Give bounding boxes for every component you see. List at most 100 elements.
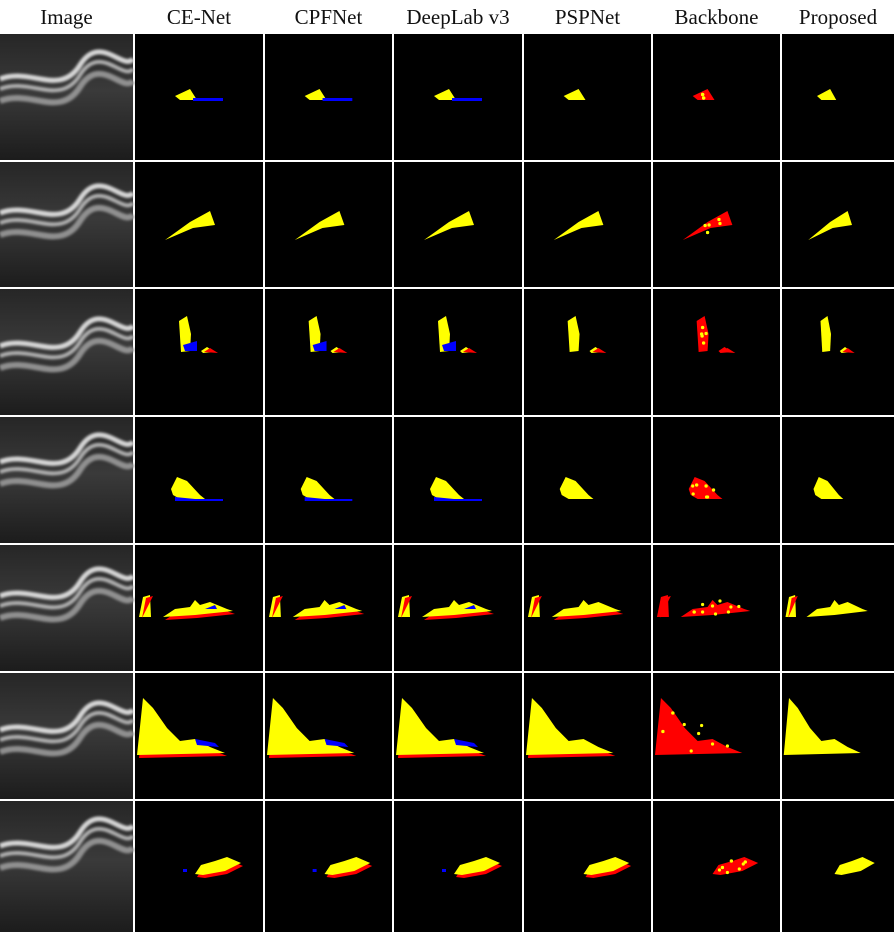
segment-yellow [583, 857, 630, 875]
segment-yellow [813, 477, 844, 499]
segment-yellow-spot [689, 749, 693, 753]
segment-yellow-spot [701, 92, 705, 97]
retina-band [0, 453, 136, 489]
segment-yellow-spot [702, 96, 706, 100]
segment-small-edge [530, 596, 542, 618]
segment-yellow [171, 477, 205, 499]
segment-yellow-spot [737, 867, 741, 871]
segment-blue [312, 869, 317, 872]
segment-yellow [820, 316, 831, 352]
segment-yellow-spot [701, 610, 705, 614]
segment-yellow [179, 316, 191, 352]
segment-yellow [551, 600, 622, 617]
segment-yellow [165, 211, 215, 240]
segmentation-map [135, 34, 263, 160]
segment-yellow [808, 211, 852, 240]
segmentation-map [524, 34, 651, 160]
segment-yellow [806, 600, 868, 617]
segment-blue [324, 739, 349, 747]
segment-yellow [438, 316, 450, 352]
column-header: CPFNet [295, 5, 363, 29]
retina-band [0, 816, 135, 850]
segment-yellow-spot [711, 488, 716, 492]
segment-yellow [567, 316, 580, 352]
segment-yellow [294, 211, 345, 240]
segment-red [654, 698, 743, 755]
segment-yellow-spot [704, 484, 708, 488]
retina-layers [0, 49, 136, 106]
retina-band [0, 193, 135, 227]
segment-yellow-spot [725, 744, 730, 748]
segment-yellow-spot [691, 492, 695, 496]
retina-band [0, 204, 136, 240]
segment-yellow [430, 477, 464, 499]
column-header: CE-Net [167, 5, 231, 29]
retina-layers [0, 700, 136, 757]
retina-layers [0, 432, 136, 489]
segment-yellow-spot [704, 331, 708, 336]
segment-small-edge [842, 348, 855, 353]
segment-blue [442, 869, 446, 872]
segment-yellow-spot [725, 870, 730, 875]
segment-yellow-spot [718, 599, 722, 603]
segment-small-edge [659, 596, 671, 618]
retina-band [0, 432, 135, 466]
segment-small-edge [401, 596, 412, 618]
retina-band [0, 710, 135, 744]
segment-yellow-spot [743, 860, 747, 864]
retina-band [0, 576, 135, 610]
segment-blue [195, 739, 219, 747]
segment-yellow-spot [704, 495, 709, 499]
segment-yellow-spot [726, 610, 731, 614]
retina-band [0, 183, 135, 217]
segment-yellow [834, 857, 875, 875]
segment-yellow-spot [695, 483, 699, 487]
segment-yellow-spot [720, 865, 725, 870]
segment-blue [312, 341, 327, 351]
segmentation-map [265, 34, 392, 160]
retina-layers [0, 816, 136, 873]
segmentation-map [265, 417, 392, 543]
segment-yellow [304, 89, 327, 100]
retina-band [0, 337, 136, 373]
segment-yellow [266, 698, 355, 755]
segmentation-map [265, 801, 392, 932]
segment-small-edge [463, 348, 477, 353]
segment-yellow [783, 698, 861, 755]
retina-band [0, 566, 135, 600]
segment-yellow-spot [737, 604, 741, 609]
segment-yellow-spot [729, 859, 733, 863]
segment-yellow-spot [717, 217, 721, 222]
segment-yellow-spot [682, 722, 686, 727]
segment-yellow [559, 477, 594, 499]
segment-yellow [137, 698, 225, 755]
segment-yellow [324, 857, 371, 875]
segment-blue [442, 341, 456, 351]
segment-yellow-spot [691, 484, 695, 488]
segment-blue [193, 98, 223, 101]
column-header: Image [40, 5, 92, 29]
segment-yellow [195, 857, 241, 875]
segment-blue [454, 739, 478, 747]
segment-yellow [422, 600, 492, 617]
retina-band [0, 826, 135, 860]
retina-band [0, 49, 135, 83]
segment-yellow-spot [701, 602, 705, 607]
segment-yellow [817, 89, 837, 100]
segment-yellow [396, 698, 484, 755]
segment-small-edge [592, 348, 607, 353]
segment-yellow [454, 857, 500, 875]
segmentation-map [394, 289, 522, 415]
retina-band [0, 70, 136, 106]
segment-yellow-spot [661, 729, 665, 734]
segmentation-map [653, 289, 780, 415]
column-header: Proposed [799, 5, 878, 29]
segment-yellow-spot [703, 223, 707, 228]
retina-band [0, 700, 135, 734]
retina-band [0, 326, 135, 360]
segmentation-map [524, 801, 651, 932]
segment-yellow-spot [700, 332, 704, 336]
retina-band [0, 316, 135, 350]
segmentation-map [524, 417, 651, 543]
